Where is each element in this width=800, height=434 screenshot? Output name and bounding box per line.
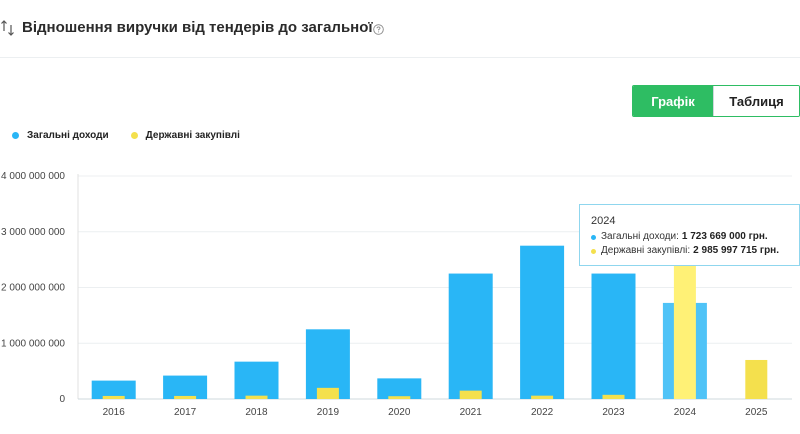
- tooltip-year: 2024: [591, 215, 616, 227]
- y-tick-label: 2 000 000 000: [1, 283, 65, 294]
- legend-item-total[interactable]: Загальні доходи: [12, 130, 109, 141]
- legend-item-procurement[interactable]: Державні закупівлі: [130, 130, 240, 141]
- bar-total-2022: [520, 245, 565, 399]
- x-tick-label-2021: 2021: [460, 407, 483, 418]
- tooltip-row-procurement: Державні закупівлі: 2 985 997 715 грн.: [591, 244, 799, 258]
- x-tick-label-2017: 2017: [174, 407, 197, 418]
- tooltip-procurement-label: Державні закупівлі:: [601, 245, 691, 256]
- y-tick-label: 3 000 000 000: [1, 227, 65, 238]
- bar-total-2020: [377, 378, 422, 399]
- bar-total-2018: [234, 361, 279, 399]
- bar-chart: 0 1 000 000 000 2 000 000 000 3 000 000 000…: [1, 171, 792, 418]
- bar-procurement-2024: [673, 232, 696, 399]
- x-tick-label-2019: 2019: [317, 407, 340, 418]
- bar-procurement-2021: [459, 390, 482, 399]
- x-tick-label-2023: 2023: [602, 407, 625, 418]
- x-tick-label-2022: 2022: [531, 407, 554, 418]
- bar-procurement-2020: [388, 396, 411, 399]
- legend-dot-procurement: [130, 132, 138, 139]
- bar-procurement-2023: [602, 394, 625, 399]
- tooltip-procurement-value: 2 985 997 715 грн.: [693, 245, 779, 256]
- legend-label-procurement: Державні закупівлі: [145, 130, 240, 141]
- x-tick-label-2025: 2025: [745, 407, 768, 418]
- x-tick-label-2016: 2016: [103, 407, 126, 418]
- tooltip-dot-total: [591, 234, 596, 240]
- chart-tooltip: 2024 Загальні доходи: 1 723 669 000 грн.…: [579, 204, 800, 266]
- tooltip-total-value: 1 723 669 000 грн.: [681, 231, 768, 242]
- view-toggle: Графік Таблиця: [632, 85, 800, 117]
- bar-total-2016: [91, 380, 136, 399]
- section-header: Відношення виручки від тендерів до загал…: [0, 0, 800, 58]
- tooltip-total-label: Загальні доходи:: [601, 231, 679, 242]
- x-tick-label-2018: 2018: [245, 407, 268, 418]
- sort-arrows-icon[interactable]: [0, 18, 16, 40]
- bar-procurement-2022: [531, 395, 554, 399]
- x-tick-label-2020: 2020: [388, 407, 411, 418]
- chart-view-button[interactable]: Графік: [633, 86, 713, 116]
- bar-procurement-2019: [316, 387, 339, 399]
- bar-total-2017: [163, 375, 208, 399]
- bar-procurement-2017: [174, 395, 197, 399]
- tooltip-row-total: Загальні доходи: 1 723 669 000 грн.: [591, 230, 799, 244]
- bar-procurement-2018: [245, 395, 268, 399]
- bar-procurement-2025: [745, 359, 768, 399]
- y-tick-label: 4 000 000 000: [1, 171, 65, 182]
- page-title: Відношення виручки від тендерів до загал…: [22, 19, 373, 36]
- legend-label-total: Загальні доходи: [27, 130, 109, 141]
- question-circle-icon[interactable]: [373, 24, 384, 35]
- bar-total-2023: [591, 273, 636, 399]
- y-tick-label: 1 000 000 000: [1, 338, 65, 349]
- bar-total-2019: [305, 329, 350, 399]
- bar-procurement-2016: [102, 395, 125, 399]
- y-tick-label: 0: [59, 394, 65, 405]
- bar-total-2021: [448, 273, 493, 399]
- chart-legend: Загальні доходи Державні закупівлі: [12, 130, 262, 141]
- tooltip-dot-procurement: [591, 248, 596, 254]
- x-tick-label-2024: 2024: [674, 407, 697, 418]
- table-view-button[interactable]: Таблиця: [713, 86, 799, 116]
- legend-dot-total: [12, 132, 19, 139]
